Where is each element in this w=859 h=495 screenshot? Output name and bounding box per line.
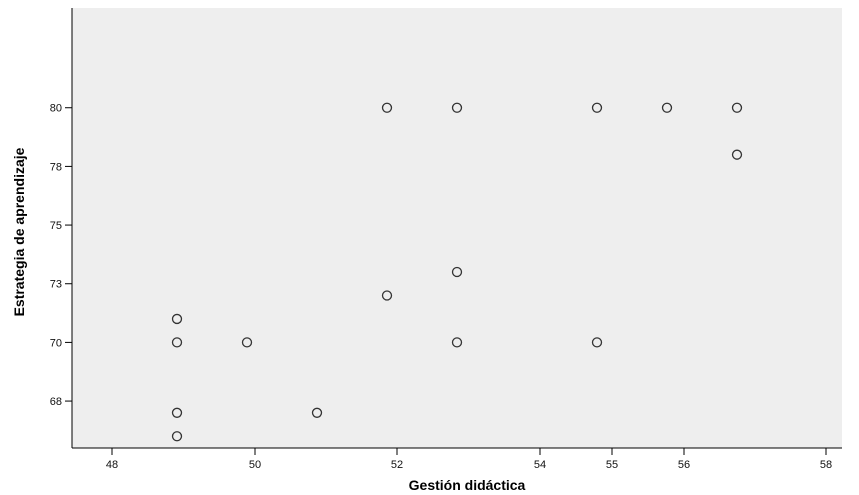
y-tick-label: 78 (50, 161, 62, 173)
scatter-point (451, 266, 463, 278)
x-tick-label: 56 (678, 459, 690, 471)
scatter-point (171, 337, 183, 348)
x-tick-label: 48 (106, 459, 118, 471)
y-axis-ticks: 68 70 73 75 78 80 (50, 103, 72, 408)
scatter-point (171, 313, 183, 325)
x-tick-label: 58 (820, 459, 832, 471)
x-axis-title: Gestión didáctica (409, 477, 526, 493)
scatter-point (451, 102, 463, 113)
y-tick-label: 68 (50, 396, 62, 408)
x-tick-label: 55 (606, 459, 618, 471)
scatter-point (731, 149, 743, 160)
scatter-point (381, 290, 393, 301)
y-tick-label: 80 (50, 103, 62, 115)
scatter-point (591, 102, 603, 113)
scatter-point (381, 102, 393, 113)
scatter-point (171, 431, 183, 442)
y-tick-label: 73 (50, 279, 62, 291)
plot-background (72, 8, 842, 448)
scatter-point (591, 337, 603, 348)
y-axis-title: Estrategia de aprendizaje (11, 147, 27, 316)
scatter-point (731, 102, 743, 113)
x-tick-label: 54 (534, 459, 546, 471)
scatter-point (451, 337, 463, 348)
scatter-point (171, 407, 183, 418)
scatter-point (241, 337, 253, 348)
data-points (171, 102, 743, 442)
y-tick-label: 70 (50, 337, 62, 349)
x-axis-ticks: 48 50 52 54 55 56 58 (106, 448, 832, 471)
x-tick-label: 52 (391, 459, 403, 471)
y-tick-label: 75 (50, 220, 62, 232)
scatter-point (311, 407, 323, 418)
x-tick-label: 50 (249, 459, 261, 471)
scatter-point (661, 102, 673, 113)
